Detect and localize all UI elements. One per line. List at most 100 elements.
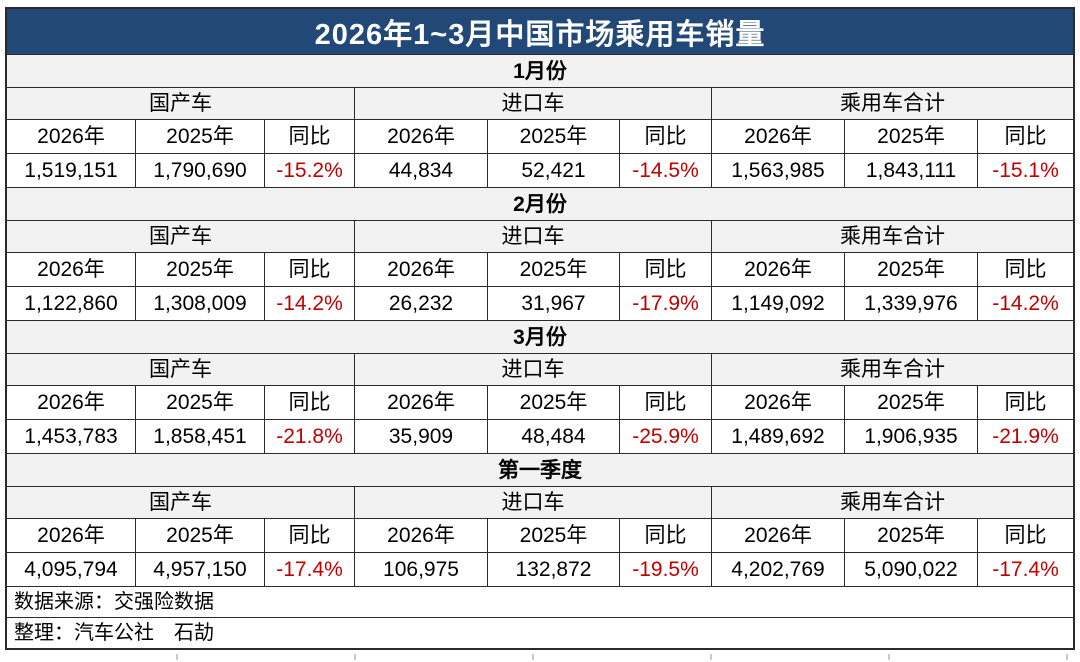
col-2026-label: 2026年 bbox=[7, 119, 136, 153]
period-label: 3月份 bbox=[7, 320, 1073, 353]
column-header-row: 2026年 2025年 同比 2026年 2025年 同比 2026年 2025… bbox=[7, 518, 1073, 552]
group-domestic-label: 国产车 bbox=[7, 220, 355, 252]
domestic-2025-value: 1,308,009 bbox=[136, 286, 265, 320]
total-2025-value: 1,906,935 bbox=[845, 419, 978, 453]
total-yoy-value: -14.2% bbox=[978, 286, 1073, 320]
imported-yoy-value: -17.9% bbox=[620, 286, 712, 320]
col-2026-label: 2026年 bbox=[712, 119, 845, 153]
col-2026-label: 2026年 bbox=[355, 385, 488, 419]
data-row: 1,453,783 1,858,451 -21.8% 35,909 48,484… bbox=[7, 419, 1073, 453]
group-total-label: 乘用车合计 bbox=[712, 486, 1073, 518]
col-2026-label: 2026年 bbox=[7, 385, 136, 419]
data-source-text: 数据来源：交强险数据 bbox=[7, 586, 1073, 617]
col-2025-label: 2025年 bbox=[845, 385, 978, 419]
data-row: 1,122,860 1,308,009 -14.2% 26,232 31,967… bbox=[7, 286, 1073, 320]
col-2026-label: 2026年 bbox=[712, 518, 845, 552]
group-total-label: 乘用车合计 bbox=[712, 353, 1073, 385]
group-domestic-label: 国产车 bbox=[7, 486, 355, 518]
period-label: 1月份 bbox=[7, 54, 1073, 87]
table-title: 2026年1~3月中国市场乘用车销量 bbox=[7, 9, 1073, 54]
total-yoy-value: -15.1% bbox=[978, 153, 1073, 187]
group-total-label: 乘用车合计 bbox=[712, 87, 1073, 119]
col-2026-label: 2026年 bbox=[7, 518, 136, 552]
group-header-row: 国产车 进口车 乘用车合计 bbox=[7, 353, 1073, 385]
group-domestic-label: 国产车 bbox=[7, 87, 355, 119]
domestic-2026-value: 1,519,151 bbox=[7, 153, 136, 187]
period-label: 第一季度 bbox=[7, 453, 1073, 486]
domestic-yoy-value: -17.4% bbox=[265, 552, 355, 586]
domestic-yoy-value: -14.2% bbox=[265, 286, 355, 320]
imported-yoy-value: -14.5% bbox=[620, 153, 712, 187]
col-2026-label: 2026年 bbox=[712, 385, 845, 419]
period-label: 2月份 bbox=[7, 187, 1073, 220]
section-march: 3月份 国产车 进口车 乘用车合计 2026年 2025年 同比 2026年 2… bbox=[7, 320, 1073, 453]
col-2026-label: 2026年 bbox=[355, 119, 488, 153]
col-yoy-label: 同比 bbox=[265, 119, 355, 153]
imported-yoy-value: -25.9% bbox=[620, 419, 712, 453]
period-row: 2月份 bbox=[7, 187, 1073, 220]
column-header-row: 2026年 2025年 同比 2026年 2025年 同比 2026年 2025… bbox=[7, 119, 1073, 153]
col-2025-label: 2025年 bbox=[136, 252, 265, 286]
domestic-2025-value: 1,790,690 bbox=[136, 153, 265, 187]
col-yoy-label: 同比 bbox=[620, 252, 712, 286]
column-header-row: 2026年 2025年 同比 2026年 2025年 同比 2026年 2025… bbox=[7, 252, 1073, 286]
col-2026-label: 2026年 bbox=[355, 252, 488, 286]
sales-table: 2026年1~3月中国市场乘用车销量 1月份 国产车 进口车 乘用车合计 202… bbox=[5, 7, 1075, 650]
col-yoy-label: 同比 bbox=[978, 518, 1073, 552]
domestic-2026-value: 4,095,794 bbox=[7, 552, 136, 586]
col-2025-label: 2025年 bbox=[136, 119, 265, 153]
domestic-yoy-value: -15.2% bbox=[265, 153, 355, 187]
col-yoy-label: 同比 bbox=[265, 385, 355, 419]
imported-2025-value: 52,421 bbox=[488, 153, 620, 187]
period-row: 1月份 bbox=[7, 54, 1073, 87]
col-2025-label: 2025年 bbox=[845, 518, 978, 552]
col-2026-label: 2026年 bbox=[355, 518, 488, 552]
col-2026-label: 2026年 bbox=[712, 252, 845, 286]
column-header-row: 2026年 2025年 同比 2026年 2025年 同比 2026年 2025… bbox=[7, 385, 1073, 419]
period-row: 3月份 bbox=[7, 320, 1073, 353]
col-yoy-label: 同比 bbox=[620, 385, 712, 419]
imported-yoy-value: -19.5% bbox=[620, 552, 712, 586]
col-2025-label: 2025年 bbox=[488, 119, 620, 153]
period-row: 第一季度 bbox=[7, 453, 1073, 486]
group-imported-label: 进口车 bbox=[355, 220, 712, 252]
data-row: 1,519,151 1,790,690 -15.2% 44,834 52,421… bbox=[7, 153, 1073, 187]
col-yoy-label: 同比 bbox=[265, 252, 355, 286]
group-header-row: 国产车 进口车 乘用车合计 bbox=[7, 87, 1073, 119]
group-header-row: 国产车 进口车 乘用车合计 bbox=[7, 220, 1073, 252]
section-february: 2月份 国产车 进口车 乘用车合计 2026年 2025年 同比 2026年 2… bbox=[7, 187, 1073, 320]
section-q1: 第一季度 国产车 进口车 乘用车合计 2026年 2025年 同比 2026年 … bbox=[7, 453, 1073, 586]
footer-source-row: 数据来源：交强险数据 bbox=[7, 586, 1073, 617]
domestic-2026-value: 1,122,860 bbox=[7, 286, 136, 320]
imported-2026-value: 106,975 bbox=[355, 552, 488, 586]
total-2025-value: 1,339,976 bbox=[845, 286, 978, 320]
col-yoy-label: 同比 bbox=[620, 119, 712, 153]
group-imported-label: 进口车 bbox=[355, 353, 712, 385]
col-yoy-label: 同比 bbox=[978, 252, 1073, 286]
total-2025-value: 5,090,022 bbox=[845, 552, 978, 586]
col-yoy-label: 同比 bbox=[265, 518, 355, 552]
sheet-gridline-ticks bbox=[0, 654, 1080, 660]
compiled-by-text: 整理：汽车公社 石劼 bbox=[7, 617, 1073, 648]
total-2025-value: 1,843,111 bbox=[845, 153, 978, 187]
total-2026-value: 1,563,985 bbox=[712, 153, 845, 187]
col-2025-label: 2025年 bbox=[488, 518, 620, 552]
total-2026-value: 1,149,092 bbox=[712, 286, 845, 320]
domestic-2026-value: 1,453,783 bbox=[7, 419, 136, 453]
domestic-yoy-value: -21.8% bbox=[265, 419, 355, 453]
imported-2025-value: 48,484 bbox=[488, 419, 620, 453]
group-domestic-label: 国产车 bbox=[7, 353, 355, 385]
group-header-row: 国产车 进口车 乘用车合计 bbox=[7, 486, 1073, 518]
data-row: 4,095,794 4,957,150 -17.4% 106,975 132,8… bbox=[7, 552, 1073, 586]
total-yoy-value: -17.4% bbox=[978, 552, 1073, 586]
imported-2025-value: 31,967 bbox=[488, 286, 620, 320]
col-yoy-label: 同比 bbox=[978, 385, 1073, 419]
col-2025-label: 2025年 bbox=[845, 252, 978, 286]
col-2025-label: 2025年 bbox=[488, 252, 620, 286]
group-imported-label: 进口车 bbox=[355, 87, 712, 119]
imported-2026-value: 26,232 bbox=[355, 286, 488, 320]
col-2025-label: 2025年 bbox=[845, 119, 978, 153]
footer-compiler-row: 整理：汽车公社 石劼 bbox=[7, 617, 1073, 648]
col-2026-label: 2026年 bbox=[7, 252, 136, 286]
total-2026-value: 1,489,692 bbox=[712, 419, 845, 453]
